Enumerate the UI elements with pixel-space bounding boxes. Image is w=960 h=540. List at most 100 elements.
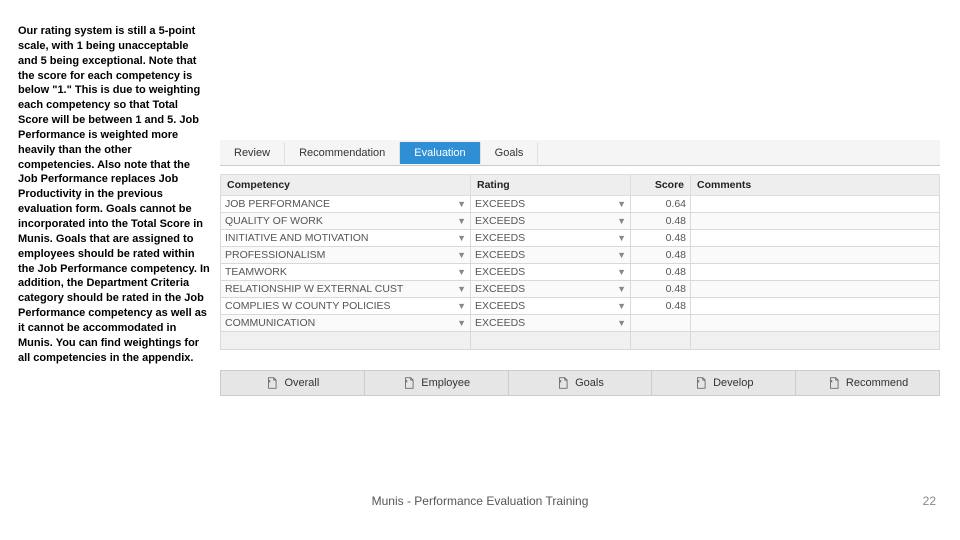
comments-cell[interactable] (691, 230, 940, 247)
develop-button[interactable]: Develop (652, 371, 796, 395)
comments-cell[interactable] (691, 247, 940, 264)
header-score[interactable]: Score (631, 175, 691, 196)
score-cell: 0.48 (631, 247, 691, 264)
toolbar-label: Develop (713, 377, 753, 389)
comments-cell[interactable] (691, 315, 940, 332)
comments-cell[interactable] (691, 281, 940, 298)
chevron-down-icon[interactable]: ▼ (457, 233, 466, 243)
rating-cell[interactable]: EXCEEDS ▼ (471, 196, 631, 213)
rating-value: EXCEEDS (475, 283, 525, 295)
comments-cell[interactable] (691, 264, 940, 281)
score-cell: 0.48 (631, 281, 691, 298)
chevron-down-icon[interactable]: ▼ (617, 284, 626, 294)
chevron-down-icon[interactable]: ▼ (457, 250, 466, 260)
tab-goals[interactable]: Goals (481, 142, 539, 164)
competency-value: JOB PERFORMANCE (225, 198, 330, 210)
competency-cell[interactable]: COMMUNICATION ▼ (221, 315, 471, 332)
tab-review[interactable]: Review (220, 142, 285, 164)
competency-cell[interactable]: PROFESSIONALISM ▼ (221, 247, 471, 264)
table-row[interactable]: TEAMWORK ▼ EXCEEDS ▼ 0.48 (221, 264, 940, 281)
comments-cell[interactable] (691, 196, 940, 213)
rating-value: EXCEEDS (475, 198, 525, 210)
page-number: 22 (923, 494, 936, 508)
score-cell (631, 315, 691, 332)
employee-button[interactable]: Employee (365, 371, 509, 395)
tab-bar: ReviewRecommendationEvaluationGoals (220, 140, 940, 166)
toolbar-label: Overall (284, 377, 319, 389)
score-cell: 0.48 (631, 230, 691, 247)
chevron-down-icon[interactable]: ▼ (617, 216, 626, 226)
chevron-down-icon[interactable]: ▼ (457, 267, 466, 277)
chevron-down-icon[interactable]: ▼ (617, 301, 626, 311)
competency-cell[interactable]: COMPLIES W COUNTY POLICIES ▼ (221, 298, 471, 315)
competency-value: TEAMWORK (225, 266, 287, 278)
score-cell: 0.48 (631, 264, 691, 281)
competency-cell[interactable]: QUALITY OF WORK ▼ (221, 213, 471, 230)
chevron-down-icon[interactable]: ▼ (457, 199, 466, 209)
competency-value: INITIATIVE AND MOTIVATION (225, 232, 369, 244)
table-row[interactable]: INITIATIVE AND MOTIVATION▼EXCEEDS▼0.48 (221, 230, 940, 247)
chevron-down-icon[interactable]: ▼ (617, 233, 626, 243)
rating-value: EXCEEDS (475, 249, 525, 261)
table-row[interactable]: COMPLIES W COUNTY POLICIES ▼ EXCEEDS ▼ 0.48 (221, 298, 940, 315)
chevron-down-icon[interactable]: ▼ (457, 216, 466, 226)
competency-value: RELATIONSHIP W EXTERNAL CUST (225, 283, 403, 295)
recommend-button[interactable]: Recommend (796, 371, 939, 395)
competency-cell[interactable]: JOB PERFORMANCE ▼ (221, 196, 471, 213)
chevron-down-icon[interactable]: ▼ (617, 318, 626, 328)
rating-cell[interactable]: EXCEEDS ▼ (471, 247, 631, 264)
score-cell: 0.48 (631, 298, 691, 315)
chevron-down-icon[interactable]: ▼ (617, 199, 626, 209)
rating-cell[interactable]: EXCEEDS ▼ (471, 213, 631, 230)
header-comments[interactable]: Comments (691, 175, 940, 196)
table-row-empty (221, 332, 940, 350)
file-icon (265, 376, 279, 390)
toolbar-label: Goals (575, 377, 604, 389)
chevron-down-icon[interactable]: ▼ (457, 301, 466, 311)
rating-cell[interactable]: EXCEEDS ▼ (471, 281, 631, 298)
table-row[interactable]: COMMUNICATION ▼ EXCEEDS ▼ (221, 315, 940, 332)
bottom-toolbar: Overall Employee Goals Develop Recommend (220, 370, 940, 396)
competency-table: Competency Rating Score Comments JOB PER… (220, 174, 940, 350)
goals-button[interactable]: Goals (509, 371, 653, 395)
table-row[interactable]: QUALITY OF WORK▼EXCEEDS▼0.48 (221, 213, 940, 230)
competency-value: COMMUNICATION (225, 317, 315, 329)
comments-cell[interactable] (691, 213, 940, 230)
rating-cell[interactable]: EXCEEDS ▼ (471, 315, 631, 332)
table-row[interactable]: JOB PERFORMANCE ▼ EXCEEDS ▼ 0.64 (221, 196, 940, 213)
file-icon (556, 376, 570, 390)
score-cell: 0.64 (631, 196, 691, 213)
file-icon (402, 376, 416, 390)
chevron-down-icon[interactable]: ▼ (617, 267, 626, 277)
footer-text: Munis - Performance Evaluation Training (0, 494, 960, 508)
comments-cell[interactable] (691, 298, 940, 315)
rating-cell[interactable]: EXCEEDS ▼ (471, 298, 631, 315)
file-icon (827, 376, 841, 390)
rating-value: EXCEEDS (475, 317, 525, 329)
competency-cell[interactable]: INITIATIVE AND MOTIVATION ▼ (221, 230, 471, 247)
chevron-down-icon[interactable]: ▼ (457, 318, 466, 328)
overall-button[interactable]: Overall (221, 371, 365, 395)
table-row[interactable]: PROFESSIONALISM ▼ EXCEEDS ▼ 0.48 (221, 247, 940, 264)
competency-value: QUALITY OF WORK (225, 215, 323, 227)
explanatory-text: Our rating system is still a 5-point sca… (18, 24, 210, 365)
tab-evaluation[interactable]: Evaluation (400, 142, 480, 164)
competency-cell[interactable]: TEAMWORK ▼ (221, 264, 471, 281)
rating-cell[interactable]: EXCEEDS ▼ (471, 264, 631, 281)
competency-value: COMPLIES W COUNTY POLICIES (225, 300, 391, 312)
rating-value: EXCEEDS (475, 300, 525, 312)
competency-cell[interactable]: RELATIONSHIP W EXTERNAL CUST ▼ (221, 281, 471, 298)
tab-recommendation[interactable]: Recommendation (285, 142, 400, 164)
table-row[interactable]: RELATIONSHIP W EXTERNAL CUST ▼ EXCEEDS ▼ 0.4… (221, 281, 940, 298)
rating-value: EXCEEDS (475, 266, 525, 278)
chevron-down-icon[interactable]: ▼ (457, 284, 466, 294)
header-competency[interactable]: Competency (221, 175, 471, 196)
toolbar-label: Recommend (846, 377, 908, 389)
munis-panel: ReviewRecommendationEvaluationGoals Comp… (220, 140, 940, 396)
rating-value: EXCEEDS (475, 215, 525, 227)
chevron-down-icon[interactable]: ▼ (617, 250, 626, 260)
toolbar-label: Employee (421, 377, 470, 389)
header-rating[interactable]: Rating (471, 175, 631, 196)
rating-cell[interactable]: EXCEEDS▼ (471, 230, 631, 247)
competency-value: PROFESSIONALISM (225, 249, 325, 261)
